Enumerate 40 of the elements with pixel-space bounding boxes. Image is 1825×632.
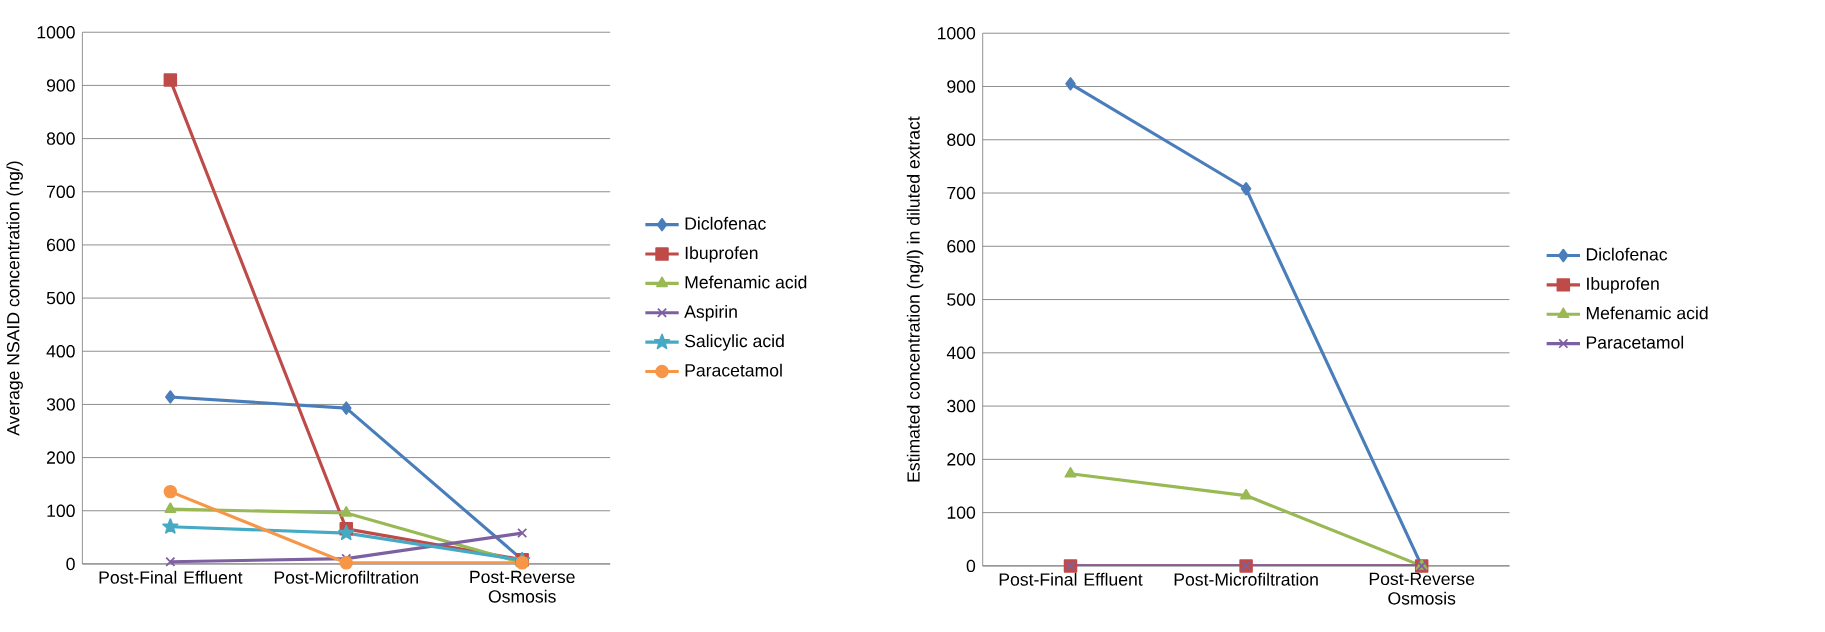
x-tick-label: Post-Reverse Osmosis [1369,572,1475,605]
y-axis-title: Estimated concentration (ng/l) in diluted extract [906,116,924,482]
legend-label: Salicylic acid [684,334,784,351]
legend-label: Paracetamol [685,363,782,377]
y-tick-label: 1000 [37,25,75,39]
legend-label: Mefenamic acid [685,275,807,289]
x-tick-label: Post-Final Effluent [99,570,243,584]
y-tick-label: 500 [46,291,75,305]
x-tick-label: Post-Microfiltration [274,570,418,584]
y-tick-label: 600 [947,239,976,253]
y-tick-label: 100 [47,504,75,517]
legend-label: Mefenamic acid [1586,306,1708,320]
y-tick-label: 1000 [938,26,976,40]
y-tick-label: 0 [66,557,75,570]
y-tick-label: 300 [46,398,75,411]
y-tick-label: 400 [946,346,976,359]
y-tick-label: 200 [947,452,976,466]
y-tick-label: 400 [46,344,75,358]
legend-label: Ibuprofen [1587,276,1659,294]
y-axis-title: Average NSAID concentration (ng/) [6,161,23,436]
legend-label: Diclofenac [1586,247,1668,261]
y-tick-label: 200 [47,451,75,464]
y-tick-label: 0 [966,559,976,572]
x-tick-label: Post-Microfiltration [1174,572,1318,586]
y-tick-label: 600 [47,238,75,251]
y-tick-label: 700 [47,185,75,198]
x-tick-label: Post-Reverse Osmosis [470,570,575,603]
y-tick-label: 800 [46,132,75,145]
y-tick-label: 700 [947,186,976,200]
legend-label: Diclofenac [685,216,766,230]
y-tick-label: 900 [947,80,976,93]
legend-label: Paracetamol [1586,335,1684,349]
legend-label: Ibuprofen [685,246,758,263]
y-tick-label: 500 [947,293,976,306]
legend-label: Aspirin [684,304,737,322]
x-tick-label: Post-Final Effluent [999,572,1143,586]
y-tick-label: 100 [947,506,976,519]
y-tick-label: 800 [947,133,976,146]
y-tick-label: 300 [947,399,976,413]
y-tick-label: 900 [46,79,75,92]
